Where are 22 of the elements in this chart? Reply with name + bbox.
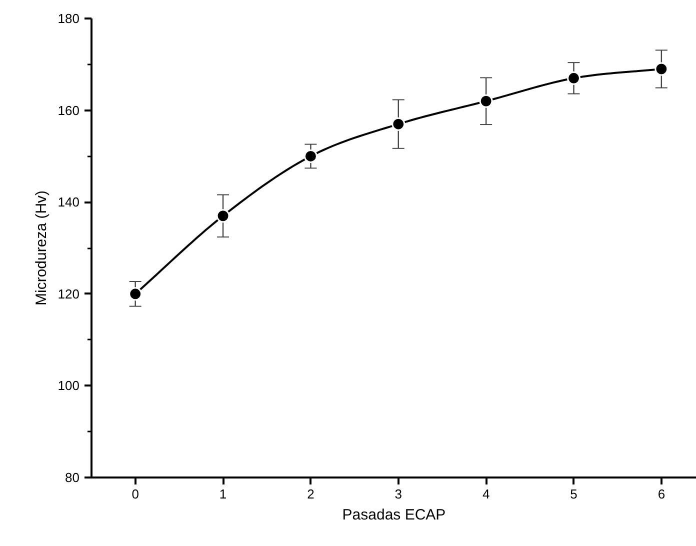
x-tick-label: 5 bbox=[570, 486, 578, 502]
x-tick-label: 0 bbox=[132, 486, 139, 502]
y-tick-label: 160 bbox=[58, 102, 80, 118]
point bbox=[566, 71, 580, 85]
y-tick-label: 100 bbox=[58, 378, 80, 394]
x-tick-label: 4 bbox=[482, 486, 490, 502]
y-axis-title: Microdureza (Hv) bbox=[32, 190, 50, 306]
x-tick-label: 6 bbox=[658, 486, 666, 502]
point bbox=[128, 287, 142, 301]
point bbox=[304, 149, 318, 163]
point bbox=[392, 117, 406, 131]
x-tick-label: 2 bbox=[307, 486, 314, 502]
point bbox=[654, 62, 668, 76]
y-tick-label: 140 bbox=[58, 194, 80, 210]
point bbox=[479, 94, 493, 108]
y-tick-label: 180 bbox=[58, 11, 80, 26]
x-tick-label: 1 bbox=[219, 486, 227, 502]
y-tick-label: 80 bbox=[65, 470, 80, 485]
y-tick-label: 120 bbox=[58, 286, 80, 302]
point bbox=[216, 209, 230, 223]
x-axis-title: Pasadas ECAP bbox=[342, 506, 446, 524]
x-tick-label: 3 bbox=[394, 486, 402, 502]
